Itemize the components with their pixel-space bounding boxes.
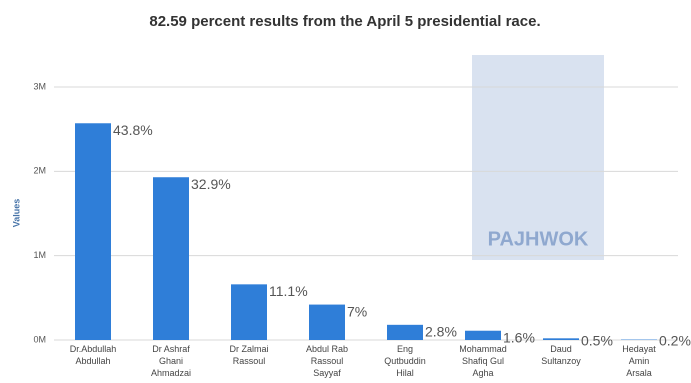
bar-annotation: 32.9%: [191, 176, 231, 192]
x-tick-label: Dr Ashraf Ghani Ahmadzai: [151, 344, 191, 378]
x-tick-label-line: Rassoul: [233, 356, 266, 366]
y-tick-label: 3M: [33, 81, 46, 91]
watermark: PAJHWOK: [488, 228, 589, 250]
x-tick-label: Dr Zalmai Rassoul: [229, 344, 268, 366]
bar-annotation: 11.1%: [269, 283, 308, 299]
bar: [465, 330, 501, 340]
x-tick-label-line: Arsala: [626, 368, 652, 378]
bar-annotation: 7%: [347, 303, 367, 319]
y-tick-label: 2M: [33, 166, 46, 176]
x-tick-label-line: Hilal: [396, 368, 414, 378]
x-tick-label: Dr.Abdullah Abdullah: [70, 344, 117, 366]
bar-annotation: 0.2%: [659, 333, 691, 349]
y-axis-label: Values: [11, 199, 21, 228]
bar: [387, 324, 423, 340]
bar: [231, 284, 267, 340]
bar-annotation: 2.8%: [425, 324, 457, 340]
x-tick-label-line: Ahmadzai: [151, 368, 191, 378]
x-tick-label-line: Rassoul: [311, 356, 344, 366]
x-tick-label: Abdul Rab Rassoul Sayyaf: [306, 344, 348, 378]
x-tick-label-line: Dr.Abdullah: [70, 344, 117, 354]
x-tick-label-line: Dr Zalmai: [229, 344, 268, 354]
bar-annotation: 43.8%: [113, 122, 153, 138]
x-tick-label-line: Daud: [550, 344, 572, 354]
x-tick-label-line: Sayyaf: [313, 368, 341, 378]
x-tick-label-line: Mohammad: [459, 344, 507, 354]
x-tick-label: Eng Qutbuddin Hilal: [384, 344, 426, 378]
watermark-box: [472, 55, 604, 260]
x-tick-label-line: Sultanzoy: [541, 356, 581, 366]
bar: [75, 123, 111, 340]
bar: [153, 177, 189, 340]
x-tick-label-line: Qutbuddin: [384, 356, 426, 366]
bar-annotation: 0.5%: [581, 333, 613, 349]
x-tick-label: Mohammad Shafiq Gul Agha: [459, 344, 507, 378]
x-tick-label-line: Shafiq Gul: [462, 356, 504, 366]
x-tick-label: Daud Sultanzoy: [541, 344, 581, 366]
x-tick-label-line: Abdul Rab: [306, 344, 348, 354]
chart-title: 82.59 percent results from the April 5 p…: [149, 13, 540, 30]
x-tick-label-line: Eng: [397, 344, 413, 354]
x-tick-label-line: Agha: [472, 368, 493, 378]
y-tick-label: 0M: [33, 334, 46, 344]
bar-annotation: 1.6%: [503, 329, 535, 345]
bar: [543, 338, 579, 340]
bar: [309, 304, 345, 340]
x-tick-label-line: Dr Ashraf: [152, 344, 190, 354]
x-tick-label: Hedayat Amin Arsala: [622, 344, 656, 378]
y-tick-label: 1M: [33, 250, 46, 260]
x-tick-label-line: Hedayat: [622, 344, 656, 354]
x-tick-label-line: Amin: [629, 356, 650, 366]
x-tick-label-line: Ghani: [159, 356, 183, 366]
x-tick-label-line: Abdullah: [75, 356, 110, 366]
